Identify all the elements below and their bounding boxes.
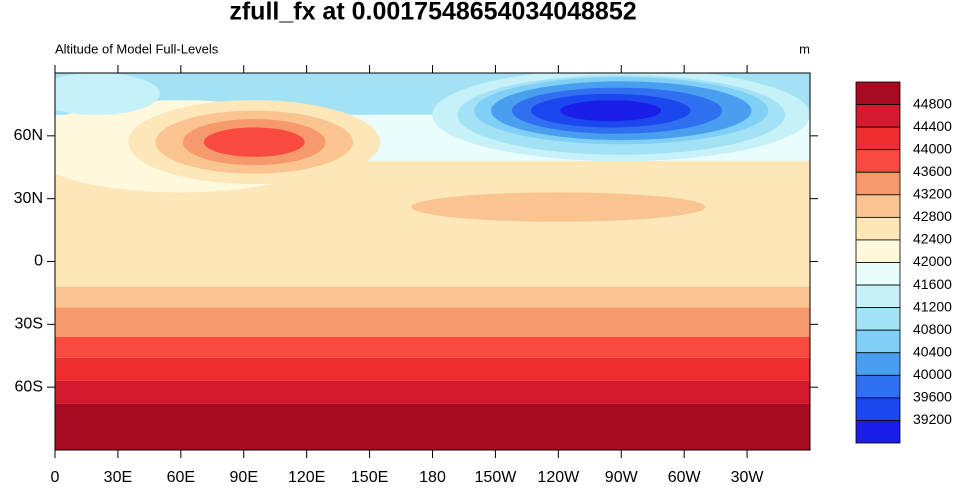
axes: 0 30E 60E 90E 120E 150E 180 150W 120W 90W 60W 30W 60… bbox=[14, 65, 818, 486]
subtitle-right: m bbox=[799, 41, 810, 56]
x-tick-label: 60E bbox=[167, 469, 195, 486]
colorbar-label: 40800 bbox=[913, 321, 952, 337]
colorbar-box bbox=[855, 397, 901, 421]
colorbar-label: 41200 bbox=[913, 298, 952, 314]
x-tick-label: 180 bbox=[419, 469, 446, 486]
contour-band bbox=[55, 286, 810, 308]
title: zfull_fx at 0.0017548654034048852 bbox=[229, 0, 636, 26]
colorbar-box bbox=[855, 374, 901, 399]
colorbar-box bbox=[855, 216, 901, 241]
colorbar-label: 40000 bbox=[913, 366, 952, 382]
colorbar-box bbox=[855, 126, 901, 151]
colorbar-label: 42400 bbox=[913, 231, 952, 247]
colorbar-box bbox=[855, 171, 901, 196]
colorbar-box bbox=[855, 352, 901, 376]
x-tick-label: 60W bbox=[668, 469, 702, 486]
x-tick-label: 150E bbox=[351, 469, 388, 486]
colorbar-box bbox=[855, 194, 901, 218]
y-tick-label: 30S bbox=[15, 316, 43, 333]
colorbar: 44800 44400 44000 43600 43200 42800 42400 42000… bbox=[855, 81, 952, 444]
contour-blob bbox=[203, 127, 305, 157]
x-tick-label: 120W bbox=[537, 469, 580, 486]
colorbar-box bbox=[855, 284, 901, 309]
colorbar-label: 42800 bbox=[913, 208, 952, 224]
colorbar-box bbox=[855, 307, 901, 331]
x-tick-label: 30W bbox=[731, 469, 765, 486]
x-tick-label: 120E bbox=[288, 469, 325, 486]
y-tick-label: 60N bbox=[14, 127, 43, 144]
contour-blob bbox=[560, 100, 662, 122]
contour-band bbox=[55, 403, 810, 450]
colorbar-label: 40400 bbox=[913, 343, 952, 359]
y-tick-label: 0 bbox=[34, 253, 43, 270]
colorbar-label: 44800 bbox=[913, 95, 952, 111]
colorbar-box bbox=[855, 149, 901, 173]
contour-band bbox=[55, 307, 810, 337]
colorbar-label: 43200 bbox=[913, 186, 952, 202]
x-tick-label: 90W bbox=[605, 469, 639, 486]
x-tick-label: 30E bbox=[104, 469, 132, 486]
contour-fill bbox=[55, 73, 810, 450]
colorbar-label: 44000 bbox=[913, 140, 952, 156]
colorbar-box bbox=[855, 81, 901, 105]
colorbar-label: 39600 bbox=[913, 389, 952, 405]
contour-band bbox=[55, 357, 810, 381]
colorbar-box bbox=[855, 104, 901, 128]
contour-blob bbox=[411, 192, 706, 222]
colorbar-box bbox=[855, 262, 901, 286]
x-tick-label: 90E bbox=[230, 469, 258, 486]
contour-band bbox=[55, 380, 810, 404]
x-tick-label: 150W bbox=[475, 469, 518, 486]
colorbar-label: 43600 bbox=[913, 163, 952, 179]
x-tick-label: 0 bbox=[51, 469, 60, 486]
colorbar-label: 42000 bbox=[913, 253, 952, 269]
contour-blob bbox=[55, 73, 160, 115]
y-tick-label: 60S bbox=[15, 378, 43, 395]
colorbar-box bbox=[855, 239, 901, 263]
colorbar-box bbox=[855, 420, 901, 444]
contour-band bbox=[55, 336, 810, 358]
y-tick-label: 30N bbox=[14, 190, 43, 207]
colorbar-label: 44400 bbox=[913, 118, 952, 134]
colorbar-label: 39200 bbox=[913, 411, 952, 427]
subtitle-left: Altitude of Model Full-Levels bbox=[55, 41, 219, 56]
colorbar-label: 41600 bbox=[913, 276, 952, 292]
colorbar-box bbox=[855, 329, 901, 354]
